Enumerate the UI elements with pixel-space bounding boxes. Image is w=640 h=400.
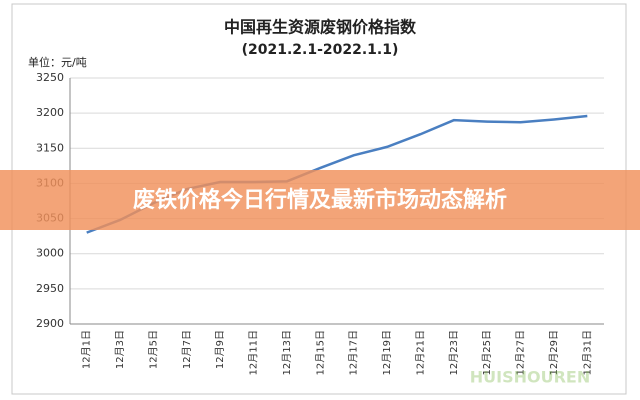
x-tick-label: 12月5日 (147, 330, 159, 369)
y-tick-label: 3000 (36, 247, 64, 260)
x-tick-label: 12月21日 (414, 330, 426, 375)
x-tick-label: 12月9日 (214, 330, 226, 369)
x-tick-label: 12月27日 (515, 330, 527, 375)
headline-banner (0, 170, 640, 230)
y-tick-label: 3150 (36, 141, 64, 154)
x-tick-label: 12月29日 (548, 330, 560, 375)
chart-title: 中国再生资源废钢价格指数 (224, 18, 417, 37)
watermark: HUISHOUREN (470, 368, 590, 387)
x-tick-label: 12月7日 (181, 330, 193, 369)
x-tick-label: 12月25日 (481, 330, 493, 375)
y-tick-label: 2900 (36, 317, 64, 330)
x-tick-label: 12月19日 (381, 330, 393, 375)
x-tick-label: 12月11日 (248, 330, 260, 375)
y-tick-label: 3200 (36, 106, 64, 119)
x-tick-label: 12月3日 (114, 330, 126, 369)
headline: 废铁价格今日行情及最新市场动态解析 (133, 187, 507, 213)
y-axis-label: 单位：元/吨 (28, 55, 87, 69)
x-tick-label: 12月31日 (581, 330, 593, 375)
x-tick-label: 12月13日 (281, 330, 293, 375)
chart-subtitle: (2021.2.1-2022.1.1) (242, 42, 399, 58)
y-tick-label: 3250 (36, 71, 64, 84)
y-tick-label: 2950 (36, 282, 64, 295)
x-tick-label: 12月23日 (448, 330, 460, 375)
x-tick-label: 12月1日 (81, 330, 93, 369)
x-tick-label: 12月15日 (314, 330, 326, 375)
x-tick-label: 12月17日 (348, 330, 360, 375)
